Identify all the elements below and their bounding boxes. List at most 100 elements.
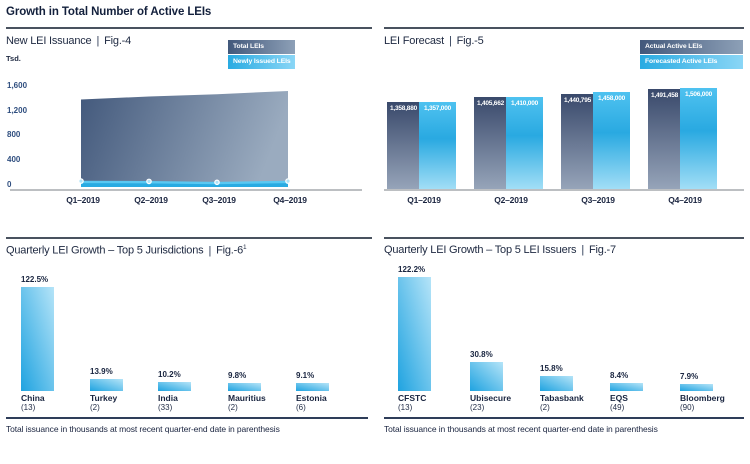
- fig6-footnote: Total issuance in thousands at most rece…: [6, 417, 368, 434]
- x-axis-label: Q2–2019: [494, 195, 528, 205]
- fig7-figure-number: Fig.-7: [589, 244, 616, 256]
- category-label: Bloomberg: [680, 393, 725, 403]
- pct-label: 10.2%: [158, 370, 181, 380]
- fig6-title-text: Quarterly LEI Growth – Top 5 Jurisdictio…: [6, 244, 204, 257]
- x-axis-label: Q4–2019: [668, 195, 702, 205]
- actual-active-leis-bar: 1,405,662: [474, 97, 507, 189]
- category-label: China: [21, 393, 45, 403]
- total-label: (2): [228, 403, 238, 412]
- forecasted-active-leis-bar: 1,410,000: [506, 96, 543, 189]
- panel-top5-jurisdictions: Quarterly LEI Growth – Top 5 Jurisdictio…: [6, 237, 372, 457]
- bar-value-label: 1,358,880: [389, 104, 418, 112]
- bar-value-label: 1,506,000: [684, 91, 713, 98]
- title-separator: |: [208, 244, 212, 257]
- footnote-text: Total issuance in thousands at most rece…: [384, 424, 658, 434]
- category-label: Mauritius: [228, 393, 266, 403]
- line-marker: [78, 178, 84, 184]
- bar-value-label: 1,405,662: [476, 100, 505, 108]
- fig4-legend: Total LEIs Newly Issued LEIs: [228, 40, 295, 70]
- growth-bar: [90, 379, 123, 391]
- fig5-x-axis-line: [384, 189, 744, 191]
- growth-bar: [158, 382, 191, 391]
- fig7-footnote: Total issuance in thousands at most rece…: [384, 417, 744, 434]
- x-axis-label: Q1–2019: [66, 195, 100, 205]
- footnote-text: Total issuance in thousands at most rece…: [6, 424, 280, 434]
- y-tick-label: 1,600: [7, 81, 28, 90]
- fig6-footnote-marker: 1: [243, 244, 247, 251]
- x-axis-label: Q1–2019: [407, 195, 441, 205]
- forecasted-active-leis-bar: 1,506,000: [680, 88, 717, 189]
- pct-label: 8.4%: [610, 371, 629, 381]
- legend-item-total-leis: Total LEIs: [228, 40, 295, 54]
- total-label: (23): [470, 403, 485, 412]
- forecasted-active-leis-bar: 1,357,000: [419, 101, 456, 189]
- y-tick-label: 1,200: [7, 105, 28, 115]
- fig5-title: LEI Forecast | Fig.-5: [384, 35, 484, 47]
- total-label: (33): [158, 403, 173, 412]
- growth-bar: [680, 383, 713, 391]
- fig5-title-text: LEI Forecast: [384, 35, 444, 47]
- fig4-title-text: New LEI Issuance: [6, 35, 92, 47]
- fig4-x-axis-line: [10, 189, 362, 191]
- x-axis-label: Q3–2019: [581, 195, 615, 205]
- growth-bar: [296, 383, 329, 391]
- pct-label: 122.2%: [398, 265, 426, 274]
- charts-grid: New LEI Issuance | Fig.-4 Tsd. Total LEIs …: [6, 27, 750, 457]
- y-tick-label: 800: [7, 130, 21, 140]
- fig5-legend: Actual Active LEIs Forecasted Active LEI…: [640, 40, 743, 70]
- legend-item-forecasted-active-leis: Forecasted Active LEIs: [640, 55, 743, 69]
- x-axis-label: Q2–2019: [134, 195, 168, 205]
- fig4-plot: [78, 91, 291, 187]
- total-label: (90): [680, 403, 695, 412]
- actual-active-leis-bar: 1,358,880: [387, 101, 420, 189]
- bar-value-label: 1,458,000: [597, 95, 626, 103]
- legend-item-actual-active-leis: Actual Active LEIs: [640, 40, 743, 54]
- panel-new-lei-issuance: New LEI Issuance | Fig.-4 Tsd. Total LEIs …: [6, 27, 372, 237]
- fig7-title-text: Quarterly LEI Growth – Top 5 LEI Issuers: [384, 244, 577, 256]
- pct-label: 30.8%: [470, 350, 493, 360]
- newly-issued-leis-line: [80, 180, 289, 185]
- title-separator: |: [96, 35, 100, 47]
- category-label: Turkey: [90, 393, 118, 403]
- actual-active-leis-bar: 1,491,458: [648, 89, 681, 189]
- growth-bar: [610, 383, 643, 391]
- pct-label: 9.1%: [296, 371, 315, 381]
- growth-bar: [540, 376, 573, 391]
- bar-value-label: 1,357,000: [423, 104, 452, 112]
- line-marker: [214, 179, 220, 186]
- actual-active-leis-bar: 1,440,795: [561, 94, 594, 189]
- category-label: Tabasbank: [540, 393, 584, 403]
- forecasted-active-leis-bar: 1,458,000: [593, 92, 630, 189]
- line-marker: [285, 178, 291, 184]
- total-label: (13): [398, 403, 413, 412]
- category-label: EQS: [610, 393, 628, 403]
- total-label: (49): [610, 403, 625, 412]
- pct-label: 15.8%: [540, 364, 563, 374]
- fig4-title: New LEI Issuance | Fig.-4: [6, 35, 131, 47]
- x-axis-label: Q3–2019: [202, 195, 236, 205]
- bar-value-label: 1,491,458: [650, 92, 679, 100]
- fig5-figure-number: Fig.-5: [456, 35, 484, 47]
- total-label: (2): [540, 403, 550, 412]
- pct-label: 13.9%: [90, 367, 113, 377]
- category-label: Estonia: [296, 393, 327, 403]
- x-axis-label: Q4–2019: [273, 195, 307, 205]
- category-label: Ubisecure: [470, 393, 512, 403]
- pct-label: 9.8%: [228, 370, 247, 380]
- fig7-title: Quarterly LEI Growth – Top 5 LEI Issuers…: [384, 244, 616, 256]
- line-marker: [146, 178, 152, 185]
- total-label: (6): [296, 403, 306, 412]
- panel-top5-lei-issuers: Quarterly LEI Growth – Top 5 LEI Issuers…: [384, 237, 744, 457]
- growth-bar: [228, 382, 261, 391]
- total-label: (2): [90, 403, 100, 412]
- total-leis-area-series: [81, 91, 288, 187]
- fig6-figure-number: Fig.-6: [216, 244, 244, 257]
- fig6-title: Quarterly LEI Growth – Top 5 Jurisdictio…: [6, 244, 247, 257]
- y-tick-label: 400: [7, 155, 21, 165]
- y-tick-label: 0: [7, 179, 12, 189]
- category-label: India: [158, 393, 178, 403]
- fig4-y-axis-unit: Tsd.: [6, 54, 21, 63]
- category-label: CFSTC: [398, 393, 427, 403]
- page-title: Growth in Total Number of Active LEIs: [6, 6, 212, 18]
- fig4-figure-number: Fig.-4: [104, 35, 132, 47]
